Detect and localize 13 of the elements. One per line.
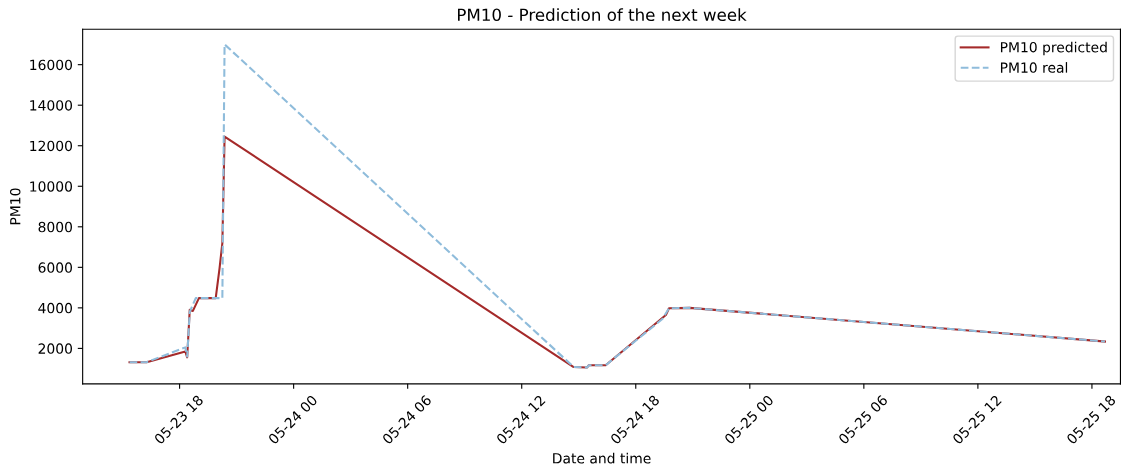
legend-label: PM10 predicted [1000,41,1107,56]
y-tick-label: 4000 [38,302,73,314]
y-tick-label: 12000 [30,140,73,152]
chart-title: PM10 - Prediction of the next week [458,8,747,22]
y-axis-title: PM10 [10,188,21,225]
y-tick-label: 6000 [38,262,73,273]
y-tick-label: 16000 [30,59,73,71]
y-tick-label: 10000 [30,181,73,192]
x-axis-title: Date and time [553,452,651,464]
legend-label: PM10 real [1000,62,1068,73]
y-tick-label: 14000 [30,100,73,111]
y-tick-label: 8000 [38,221,73,233]
y-tick-label: 2000 [38,343,73,354]
